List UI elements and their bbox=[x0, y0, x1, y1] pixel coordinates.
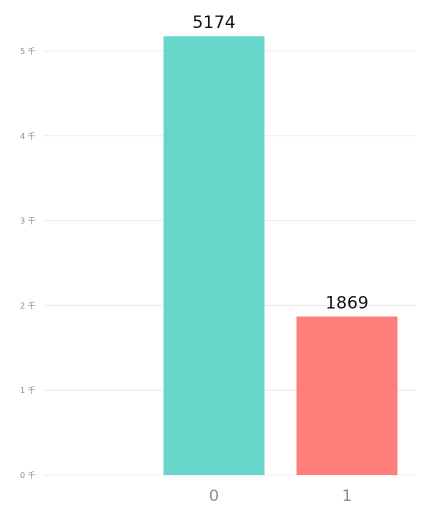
data-label-0: 5174 bbox=[192, 13, 235, 33]
y-tick-label-4: 4 千 bbox=[20, 131, 36, 141]
data-label-1: 1869 bbox=[325, 294, 368, 314]
data-labels: 5174 1869 bbox=[192, 13, 368, 313]
bars bbox=[163, 36, 398, 475]
y-tick-label-3: 3 千 bbox=[20, 216, 36, 226]
y-tick-label-5: 5 千 bbox=[20, 46, 36, 56]
y-tick-label-2: 2 千 bbox=[20, 300, 36, 310]
bar-0 bbox=[163, 36, 265, 475]
y-tick-label-0: 0 千 bbox=[20, 470, 36, 480]
y-tick-label-1: 1 千 bbox=[20, 385, 36, 395]
bar-1 bbox=[296, 316, 398, 475]
y-axis-ticks: 0 千 1 千 2 千 3 千 4 千 5 千 bbox=[20, 46, 36, 480]
x-tick-label-0: 0 bbox=[209, 486, 219, 505]
x-tick-label-1: 1 bbox=[342, 486, 352, 505]
